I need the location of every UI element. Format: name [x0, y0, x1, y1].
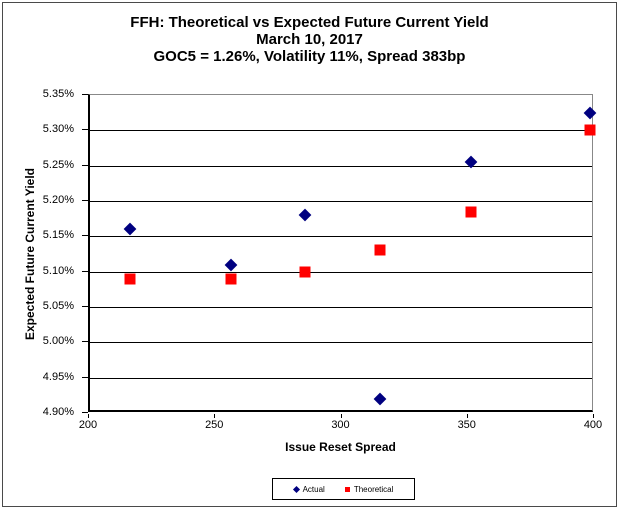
gridline: [90, 165, 592, 167]
legend-label-actual: Actual: [302, 484, 325, 494]
y-tick-label: 5.15%: [42, 229, 74, 242]
data-point-theoretical: [299, 266, 311, 278]
y-tick-label: 5.05%: [42, 300, 74, 312]
x-axis-tick: [214, 414, 216, 418]
x-tick-label: 300: [331, 419, 350, 431]
gridline: [90, 307, 592, 308]
data-point-actual: [124, 222, 137, 236]
data-point-theoretical: [124, 273, 136, 285]
chart-title-line-3: GOC5 = 1.26%, Volatility 11%, Spread 383…: [153, 48, 466, 65]
data-point-theoretical: [225, 273, 237, 285]
y-axis-tick: [82, 306, 88, 307]
data-point-actual: [374, 392, 387, 406]
x-axis-tick: [593, 414, 594, 418]
y-tick-label: 5.35%: [42, 88, 74, 100]
y-axis-tick: [82, 200, 88, 201]
data-point-theoretical: [465, 206, 477, 218]
gridline: [90, 201, 592, 202]
gridline: [90, 236, 592, 238]
legend-item-theoretical: Theoretical: [344, 484, 394, 494]
chart-title-line-1: FFH: Theoretical vs Expected Future Curr…: [130, 14, 489, 31]
actual-diamond-icon: [292, 485, 300, 493]
y-tick-label: 5.20%: [42, 194, 74, 206]
y-tick-label: 5.10%: [42, 264, 74, 277]
x-tick-label: 350: [457, 419, 476, 431]
data-point-theoretical: [584, 124, 596, 136]
x-tick-label: 250: [205, 419, 224, 431]
x-axis-title: Issue Reset Spread: [285, 440, 396, 454]
plot-area: [88, 94, 597, 412]
chart-title-line-2: March 10, 2017: [256, 31, 363, 48]
y-axis-tick: [82, 94, 88, 95]
gridline: [90, 130, 592, 132]
legend-label-theoretical: Theoretical: [353, 484, 394, 494]
y-axis-tick: [82, 412, 88, 413]
chart-legend: Actual Theoretical: [272, 478, 415, 500]
gridline: [90, 271, 592, 273]
y-axis-tick: [82, 129, 88, 131]
y-tick-label: 5.25%: [42, 158, 74, 171]
y-axis-tick: [82, 376, 88, 378]
gridline: [90, 377, 592, 379]
x-tick-label: 400: [583, 419, 603, 431]
theoretical-square-icon: [344, 486, 350, 492]
x-axis-tick: [88, 414, 89, 418]
legend-item-actual: Actual: [292, 484, 325, 494]
y-axis-tick: [82, 341, 88, 343]
y-tick-label: 5.30%: [42, 123, 74, 136]
data-point-actual: [225, 258, 238, 271]
y-tick-label: 4.95%: [42, 370, 74, 383]
y-axis-tick: [82, 270, 88, 272]
chart-title: FFH: Theoretical vs Expected Future Curr…: [0, 14, 619, 65]
x-tick-label: 200: [78, 419, 98, 431]
y-axis-tick: [82, 164, 88, 166]
data-point-theoretical: [374, 244, 386, 256]
y-axis-tick: [82, 235, 88, 237]
x-axis-tick: [466, 414, 468, 418]
x-axis-tick: [340, 414, 342, 418]
gridline: [90, 342, 592, 344]
data-point-actual: [298, 208, 311, 222]
y-tick-label: 4.90%: [42, 406, 74, 418]
y-tick-label: 5.00%: [42, 335, 74, 348]
